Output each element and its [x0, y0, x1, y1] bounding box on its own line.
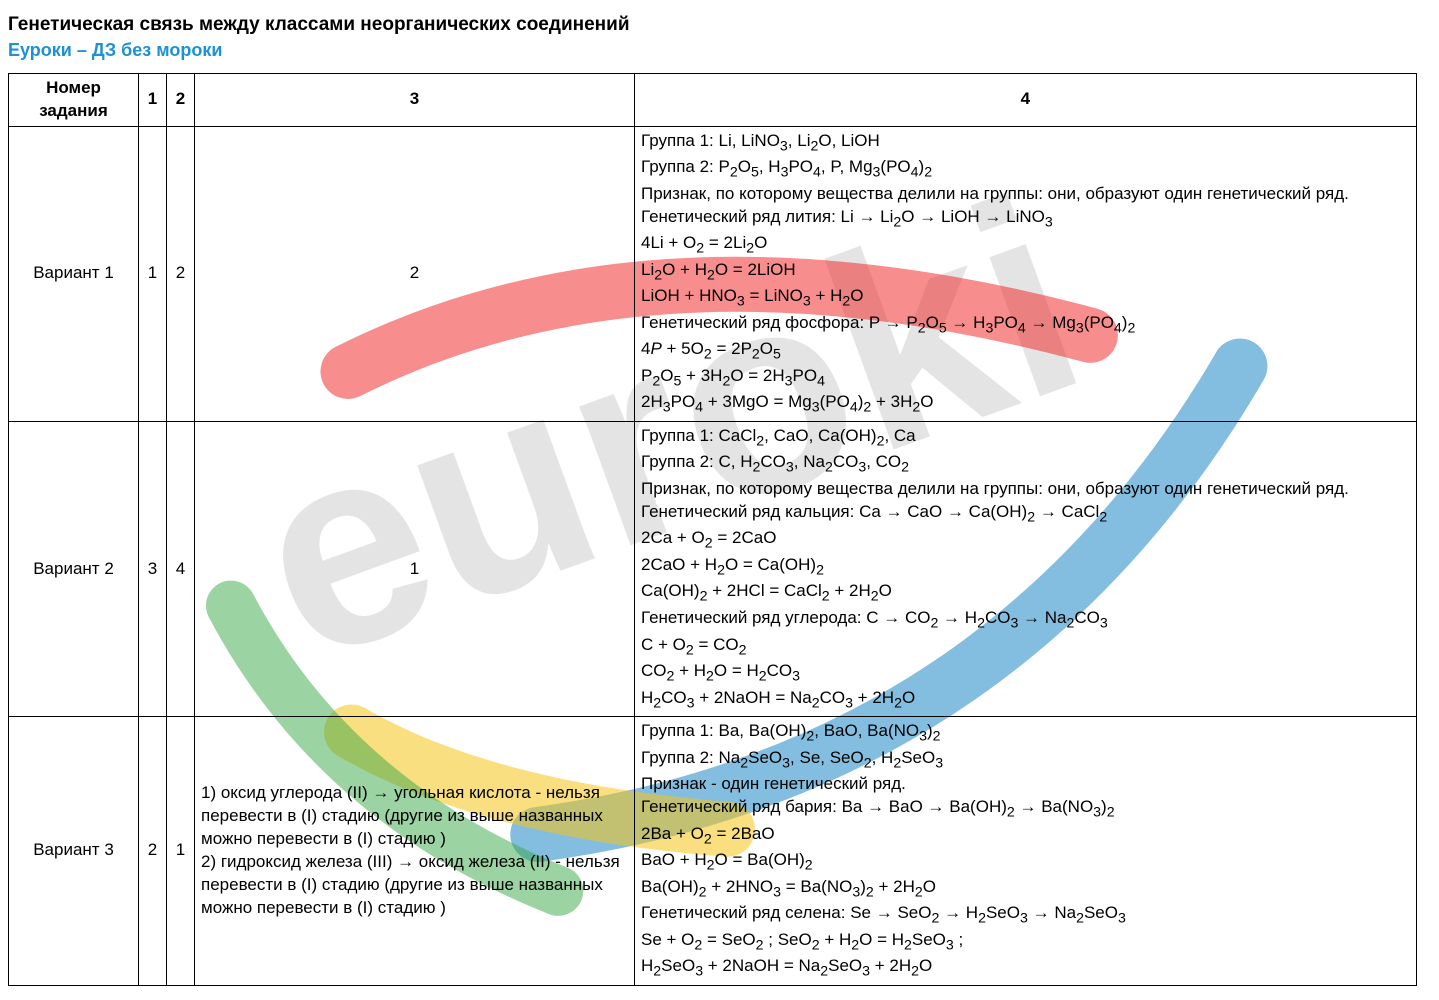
row-c4: Группа 1: CaCl2, CaO, Ca(OH)2, CaГруппа …: [635, 421, 1417, 716]
row-c4: Группа 1: Li, LiNO3, Li2O, LiOHГруппа 2:…: [635, 126, 1417, 421]
header-c3: 3: [195, 74, 635, 127]
row-c1: 3: [139, 421, 167, 716]
header-nomer: Номер задания: [9, 74, 139, 127]
row-c4: Группа 1: Ba, Ba(OH)2, BaO, Ba(NO3)2Груп…: [635, 717, 1417, 986]
page-subtitle: Еуроки – ДЗ без мороки: [8, 40, 1431, 61]
header-c1: 1: [139, 74, 167, 127]
header-c2: 2: [167, 74, 195, 127]
row-label: Вариант 3: [9, 717, 139, 986]
row-label: Вариант 2: [9, 421, 139, 716]
table-row: Вариант 1122Группа 1: Li, LiNO3, Li2O, L…: [9, 126, 1417, 421]
row-c3: 2: [195, 126, 635, 421]
main-table: Номер задания 1 2 3 4 Вариант 1122Группа…: [8, 73, 1417, 986]
page-title: Генетическая связь между классами неорга…: [8, 14, 1431, 36]
row-c2: 4: [167, 421, 195, 716]
table-header-row: Номер задания 1 2 3 4: [9, 74, 1417, 127]
header-c4: 4: [635, 74, 1417, 127]
table-row: Вариант 3211) оксид углерода (II) → угол…: [9, 717, 1417, 986]
row-c2: 1: [167, 717, 195, 986]
row-c1: 1: [139, 126, 167, 421]
row-c3: 1) оксид углерода (II) → угольная кислот…: [195, 717, 635, 986]
row-c1: 2: [139, 717, 167, 986]
row-c3: 1: [195, 421, 635, 716]
row-label: Вариант 1: [9, 126, 139, 421]
row-c2: 2: [167, 126, 195, 421]
table-row: Вариант 2341Группа 1: CaCl2, CaO, Ca(OH)…: [9, 421, 1417, 716]
